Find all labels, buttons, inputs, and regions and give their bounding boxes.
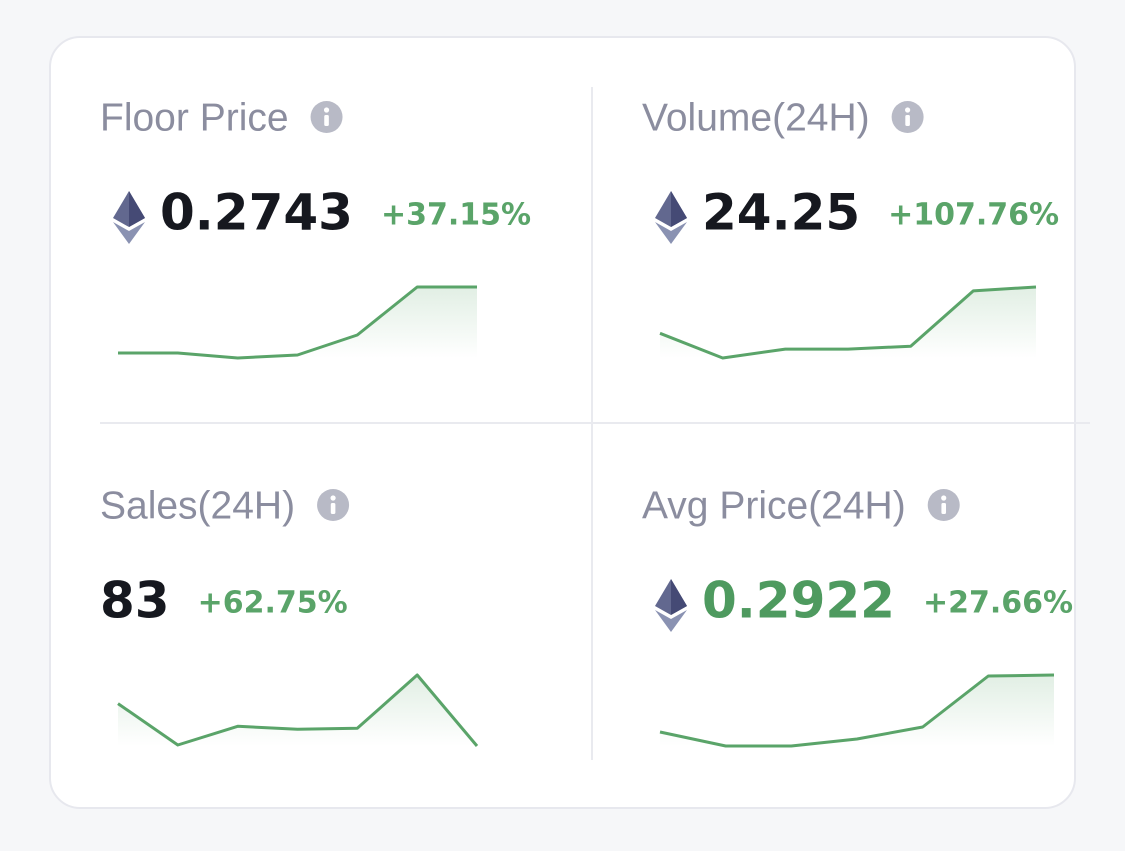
stat-label: Avg Price(24H) — [642, 484, 906, 527]
sparkline-area — [660, 287, 1036, 358]
eth-icon — [655, 610, 687, 632]
stat-value: 83 — [100, 572, 170, 630]
sparkline — [118, 285, 477, 360]
info-bar — [941, 503, 947, 514]
info-bar — [905, 115, 910, 126]
info-bar — [330, 503, 336, 514]
stat-value: 0.2922 — [702, 572, 895, 630]
stat-label: Volume(24H) — [642, 96, 870, 139]
info-dot — [323, 107, 330, 113]
eth-icon — [671, 191, 687, 227]
sparkline — [659, 673, 1055, 748]
stat-value: 24.25 — [702, 184, 860, 242]
stat-label: Sales(24H) — [100, 484, 295, 527]
sparkline-area — [118, 287, 477, 358]
eth-icon — [113, 222, 145, 244]
eth-icon — [129, 191, 145, 227]
stat-change: +62.75% — [198, 586, 348, 621]
eth-icon — [671, 579, 687, 615]
sparkline — [117, 673, 479, 747]
sparkline-area — [660, 675, 1054, 746]
info-bar — [324, 115, 329, 126]
info-dot — [941, 495, 947, 501]
stat-change: +27.66% — [923, 586, 1073, 621]
eth-icon — [655, 222, 687, 244]
sparkline — [659, 285, 1037, 360]
stat-change: +37.15% — [381, 198, 531, 233]
stat-label: Floor Price — [100, 96, 289, 139]
stat-change: +107.76% — [888, 198, 1059, 233]
info-dot — [330, 495, 336, 501]
sparkline-area — [118, 675, 477, 746]
stat-value: 0.2743 — [160, 184, 353, 242]
info-dot — [905, 107, 911, 113]
